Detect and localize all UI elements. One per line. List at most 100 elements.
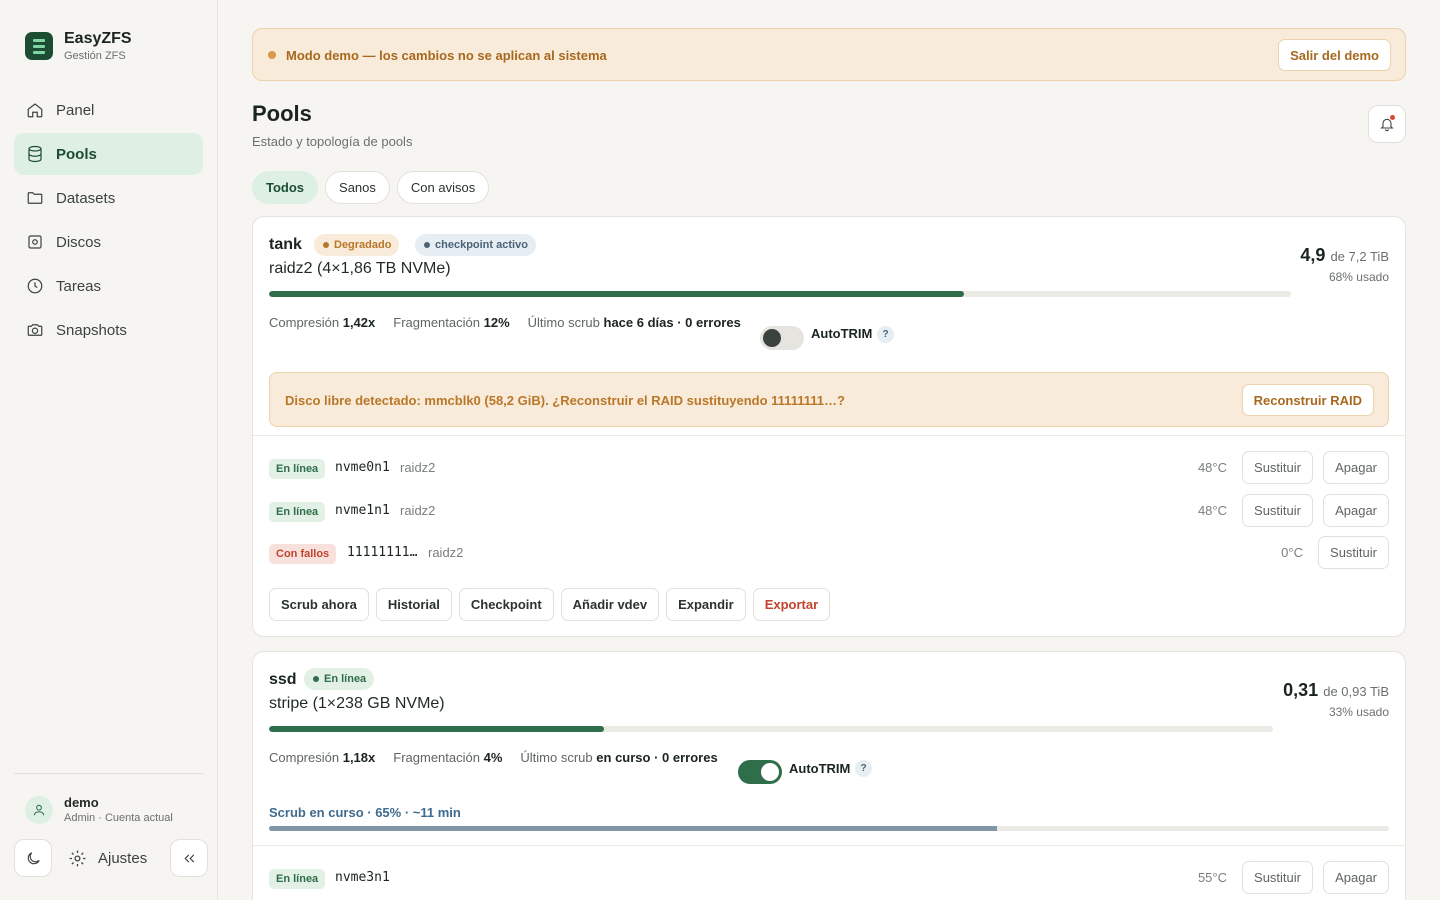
- offline-disk-button[interactable]: Apagar: [1323, 451, 1389, 484]
- last-scrub-stat: Último scrub hace 6 días · 0 errores: [527, 315, 741, 330]
- collapse-sidebar-button[interactable]: [170, 839, 208, 877]
- export-button[interactable]: Exportar: [752, 588, 831, 621]
- sidebar-item-tareas[interactable]: Tareas: [14, 265, 203, 307]
- help-icon[interactable]: ?: [855, 760, 872, 777]
- offline-disk-button[interactable]: Apagar: [1323, 861, 1389, 894]
- pool-filters: Todos Sanos Con avisos: [252, 171, 490, 204]
- sidebar-item-label: Snapshots: [56, 321, 127, 339]
- disk-status-badge: En línea: [269, 869, 326, 889]
- pool-topology: raidz2 (4×1,86 TB NVMe): [269, 260, 451, 277]
- sidebar-item-discos[interactable]: Discos: [14, 221, 203, 263]
- user-profile[interactable]: demo Admin · Cuenta actual: [25, 795, 173, 824]
- pool-topology: stripe (1×238 GB NVMe): [269, 695, 445, 712]
- capacity-bar-fill: [269, 726, 605, 732]
- disk-row: En línea nvme0n1 raidz2 48°C Sustituir A…: [269, 451, 1389, 484]
- database-icon: [28, 145, 42, 163]
- checkpoint-badge: checkpoint activo: [415, 234, 536, 256]
- sidebar-item-pools[interactable]: Pools: [14, 133, 203, 175]
- filter-todos[interactable]: Todos: [252, 171, 319, 204]
- brand[interactable]: EasyZFS Gestión ZFS: [25, 30, 132, 62]
- notifications-button[interactable]: [1368, 105, 1406, 143]
- used-capacity: 0,31: [1283, 680, 1319, 700]
- add-vdev-button[interactable]: Añadir vdev: [560, 588, 660, 621]
- sidebar-item-label: Datasets: [56, 189, 116, 207]
- pool-stats: Compresión 1,18x Fragmentación 4% Último…: [269, 750, 718, 765]
- settings-button[interactable]: Ajustes: [68, 839, 147, 877]
- user-role: Admin · Cuenta actual: [64, 812, 173, 824]
- filter-sanos[interactable]: Sanos: [325, 171, 390, 204]
- pool-card-ssd: ssd En línea stripe (1×238 GB NVMe) 0,31…: [252, 651, 1406, 900]
- autotrim-toggle[interactable]: [760, 326, 804, 350]
- sidebar-item-snapshots[interactable]: Snapshots: [14, 309, 203, 351]
- sidebar-item-datasets[interactable]: Datasets: [14, 177, 203, 219]
- settings-label: Ajustes: [98, 849, 148, 867]
- rebuild-raid-button[interactable]: Reconstruir RAID: [1241, 384, 1374, 416]
- avatar: [25, 795, 53, 824]
- disk-status-badge: Con fallos: [269, 544, 337, 564]
- autotrim-label: AutoTRIM: [811, 326, 873, 341]
- disk-temperature: 48°C: [1197, 460, 1227, 475]
- compression-stat: Compresión 1,18x: [269, 750, 376, 765]
- app-name: EasyZFS: [64, 30, 132, 47]
- theme-toggle-button[interactable]: [14, 839, 52, 877]
- disk-vdev: raidz2: [400, 503, 436, 518]
- checkpoint-button[interactable]: Checkpoint: [458, 588, 554, 621]
- disk-device: nvme0n1: [335, 460, 390, 475]
- last-scrub-stat: Último scrub en curso · 0 errores: [520, 750, 718, 765]
- disk-temperature: 0°C: [1281, 545, 1303, 560]
- camera-icon: [27, 324, 43, 336]
- exit-demo-button[interactable]: Salir del demo: [1278, 39, 1391, 71]
- app-subtitle: Gestión ZFS: [64, 50, 126, 62]
- disk-vdev: raidz2: [400, 460, 436, 475]
- sidebar-nav: Panel Pools Datasets Discos Tareas Snaps…: [14, 89, 203, 353]
- disk-vdev: raidz2: [428, 545, 464, 560]
- divider: [253, 845, 1405, 846]
- demo-banner-text: Modo demo — los cambios no se aplican al…: [286, 48, 607, 63]
- status-dot-icon: [268, 51, 276, 59]
- pool-capacity: 0,31 de 0,93 TiB 33% usado: [1283, 680, 1389, 719]
- replace-disk-button[interactable]: Sustituir: [1242, 494, 1313, 527]
- page-subtitle: Estado y topología de pools: [252, 134, 413, 149]
- capacity-bar-fill: [269, 291, 964, 297]
- replace-disk-button[interactable]: Sustituir: [1242, 451, 1313, 484]
- notification-badge: [1389, 114, 1396, 121]
- replace-disk-button[interactable]: Sustituir: [1318, 536, 1389, 569]
- pool-card-tank: tank Degradado checkpoint activo raidz2 …: [252, 216, 1406, 637]
- sidebar-item-panel[interactable]: Panel: [14, 89, 203, 131]
- chevrons-left-icon: [183, 854, 194, 862]
- autotrim-label: AutoTRIM: [789, 761, 851, 776]
- offline-disk-button[interactable]: Apagar: [1323, 494, 1389, 527]
- replace-disk-button[interactable]: Sustituir: [1242, 861, 1313, 894]
- used-percent: 68% usado: [1328, 270, 1389, 284]
- user-icon: [33, 804, 45, 815]
- fragmentation-stat: Fragmentación 4%: [393, 750, 503, 765]
- help-icon[interactable]: ?: [877, 326, 894, 343]
- app-logo-icon: [25, 32, 53, 60]
- autotrim-toggle[interactable]: [738, 760, 782, 784]
- folder-icon: [27, 192, 43, 204]
- disk-status-badge: En línea: [269, 459, 326, 479]
- scrub-progress-fill: [269, 826, 997, 831]
- disk-row: En línea nvme1n1 raidz2 48°C Sustituir A…: [269, 494, 1389, 527]
- disk-temperature: 55°C: [1197, 870, 1227, 885]
- page-title: Pools: [252, 101, 312, 126]
- home-icon: [27, 103, 43, 118]
- filter-con-avisos[interactable]: Con avisos: [396, 171, 490, 204]
- sidebar-item-label: Pools: [56, 145, 97, 163]
- total-capacity: de 0,93 TiB: [1323, 684, 1389, 699]
- expand-button[interactable]: Expandir: [666, 588, 746, 621]
- scrub-now-button[interactable]: Scrub ahora: [269, 588, 369, 621]
- sidebar-item-label: Tareas: [56, 277, 102, 295]
- clock-icon: [27, 278, 43, 294]
- disk-device: nvme3n1: [335, 870, 390, 885]
- moon-icon: [27, 851, 40, 864]
- compression-stat: Compresión 1,42x: [269, 315, 376, 330]
- disk-row: En línea nvme3n1 55°C Sustituir Apagar: [269, 861, 1389, 894]
- history-button[interactable]: Historial: [375, 588, 452, 621]
- status-badge: Degradado: [314, 234, 400, 256]
- disk-icon: [28, 235, 42, 249]
- pool-stats: Compresión 1,42x Fragmentación 12% Últim…: [269, 315, 741, 330]
- disk-row: Con fallos 11111111… raidz2 0°C Sustitui…: [269, 536, 1389, 569]
- used-capacity: 4,9: [1300, 245, 1326, 265]
- demo-banner: Modo demo — los cambios no se aplican al…: [252, 28, 1406, 81]
